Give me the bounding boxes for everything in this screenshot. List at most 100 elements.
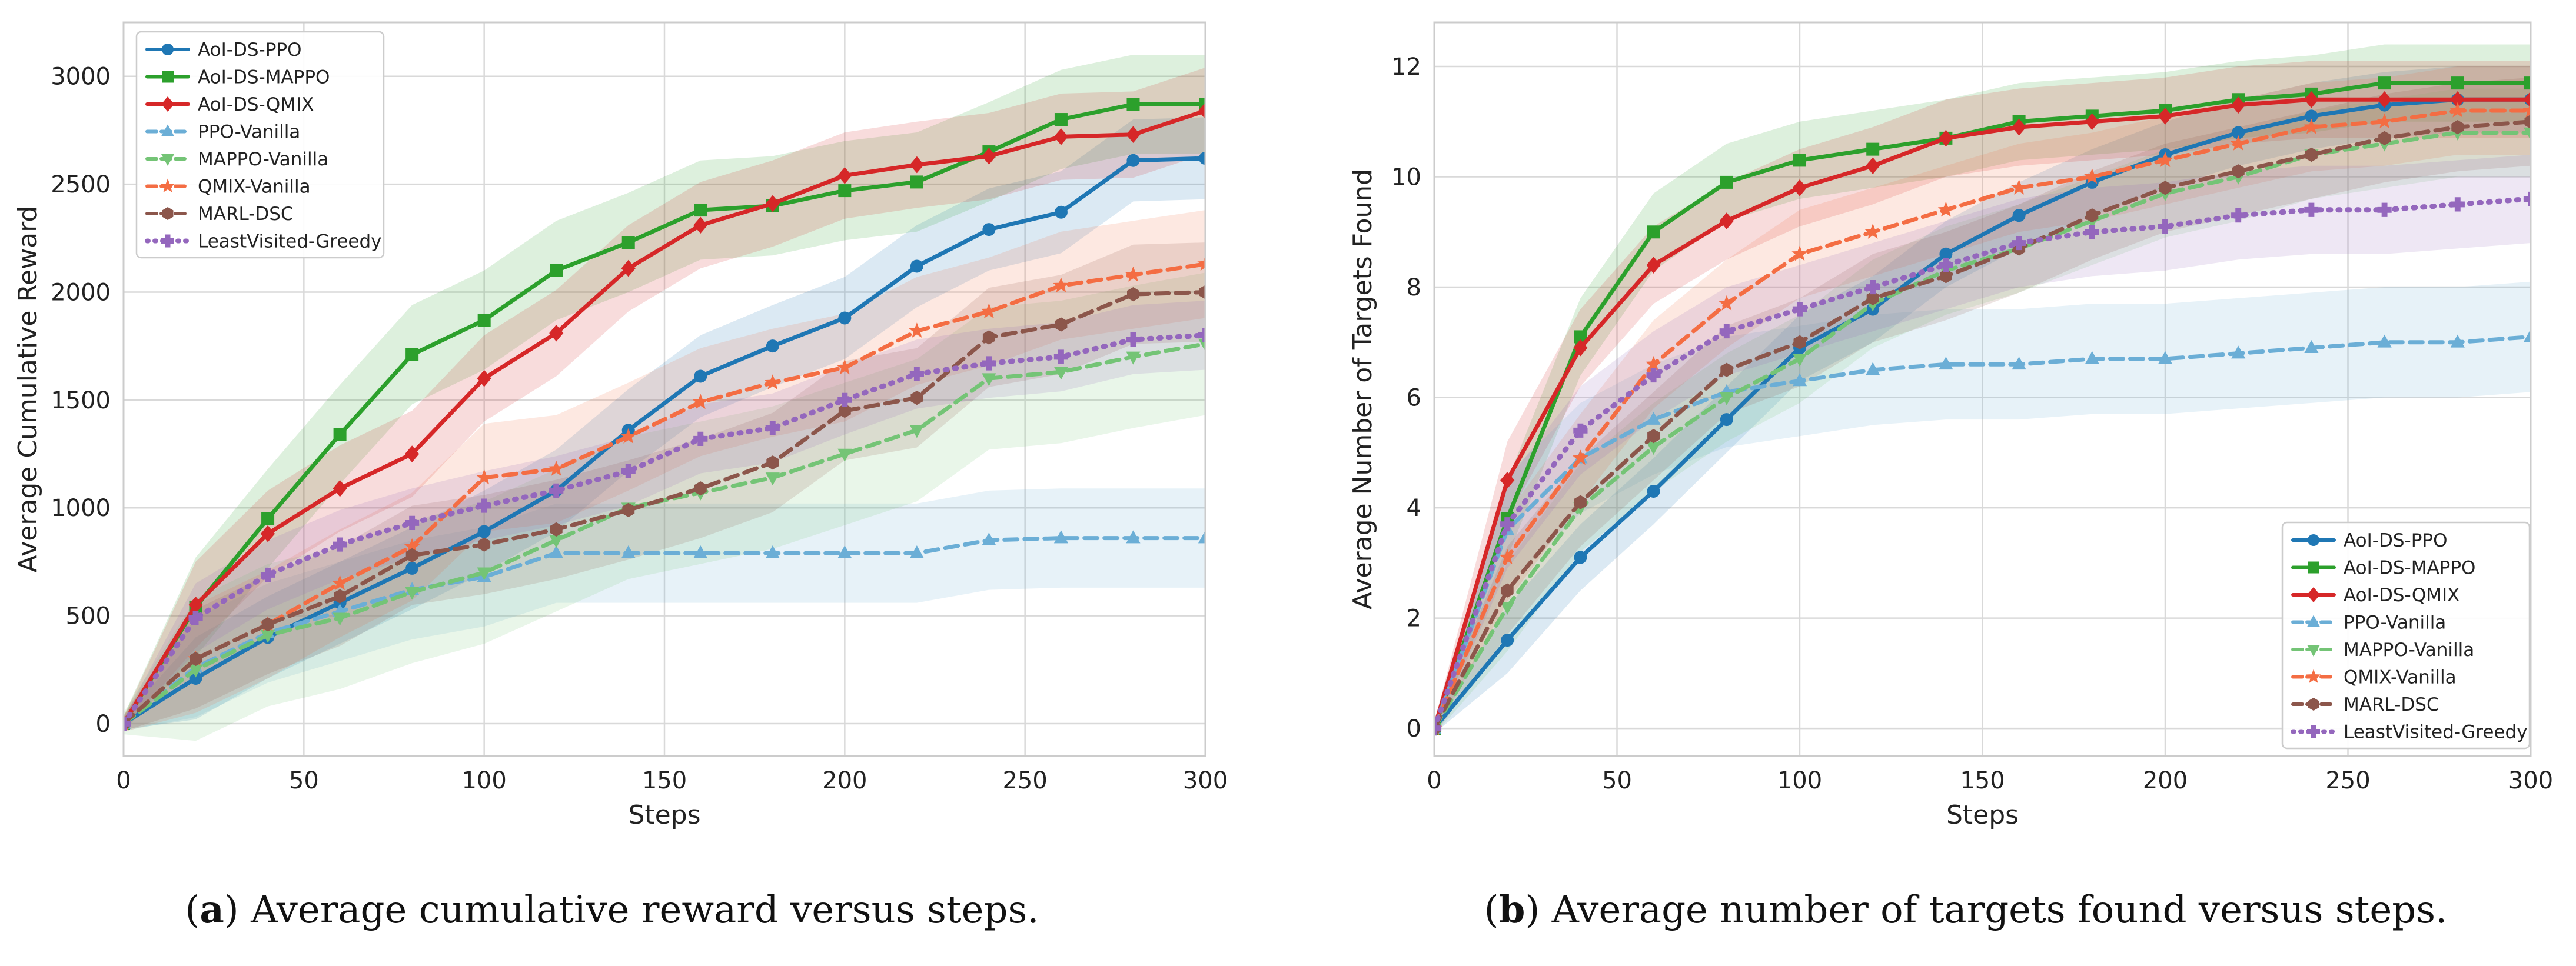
data-point-leastvisited-greedy [2450,197,2465,212]
data-point-aoi-ds-ppo [477,525,491,538]
data-point-aoi-ds-ppo [2232,126,2245,139]
legend-marker [2307,615,2320,627]
data-point-marl-dsc [1199,285,1205,299]
data-point-leastvisited-greedy [1126,332,1141,347]
caption-b-close: ) [1525,888,1551,932]
legend-item-mappo-vanilla: MAPPO-Vanilla [145,149,328,170]
data-point-aoi-ds-ppo [2012,209,2026,222]
data-point-ppo-vanilla [1792,373,1807,387]
data-point-ppo-vanilla [1646,411,1661,425]
data-point-ppo-vanilla [2012,357,2026,370]
data-point-aoi-ds-qmix [837,167,852,184]
data-point-mappo-vanilla [1792,354,1807,367]
legend-item-aoi-ds-mappo: AoI-DS-MAPPO [2291,558,2475,579]
legend-item-qmix-vanilla: QMIX-Vanilla [2291,667,2457,688]
data-point-marl-dsc [478,537,491,552]
data-point-aoi-ds-qmix [2085,113,2099,131]
legend-label: AoI-DS-MAPPO [2344,558,2475,579]
data-point-aoi-ds-qmix [1866,157,1880,175]
data-point-qmix-vanilla [836,359,853,375]
legend-item-aoi-ds-ppo: AoI-DS-PPO [145,39,301,61]
legend-item-aoi-ds-qmix: AoI-DS-QMIX [145,94,314,115]
legend-marker [162,71,174,83]
data-point-aoi-ds-qmix [2304,91,2319,108]
data-point-aoi-ds-mappo [910,175,923,189]
data-point-ppo-vanilla [1053,530,1069,544]
data-point-ppo-vanilla [549,545,564,559]
data-point-ppo-vanilla [2450,334,2465,348]
data-point-qmix-vanilla [2449,102,2466,118]
x-tick-label: 300 [2508,767,2553,794]
data-point-leastvisited-greedy [2012,235,2026,251]
data-point-leastvisited-greedy [405,515,420,530]
legend-frame [2281,521,2531,750]
data-point-aoi-ds-qmix [1126,126,1141,144]
data-point-mappo-vanilla [765,472,780,486]
data-point-leastvisited-greedy [1434,721,1442,736]
legend-marker [161,154,174,166]
data-point-mappo-vanilla [549,535,564,548]
legend-marker [161,234,174,248]
legend-label: MAPPO-Vanilla [2344,639,2474,661]
data-point-leastvisited-greedy [2231,208,2246,223]
legend-marker [2308,561,2319,574]
data-point-aoi-ds-qmix [909,156,924,174]
data-point-aoi-ds-qmix [1053,128,1069,145]
data-point-aoi-ds-ppo [1647,484,1660,498]
x-tick-label: 150 [642,767,687,794]
data-point-leastvisited-greedy [1719,324,1734,339]
data-point-leastvisited-greedy [477,498,491,513]
series-qmix-vanilla [1434,102,2531,735]
y-tick-label: 4 [1407,495,1421,522]
data-point-ppo-vanilla [693,545,708,559]
y-tick-label: 2500 [51,171,111,198]
x-tick-label: 250 [2325,767,2370,794]
y-tick-label: 3000 [51,64,111,91]
data-point-ppo-vanilla [2377,334,2392,348]
data-point-ppo-vanilla [1198,530,1205,544]
legend-marker [160,178,175,192]
legend: AoI-DS-PPO AoI-DS-MAPPO AoI-DS-QMIX PPO-Van… [135,31,385,259]
data-point-leastvisited-greedy [2304,202,2319,217]
data-point-aoi-ds-qmix [1939,129,1953,147]
data-point-leastvisited-greedy [333,537,347,552]
plot-frame [1433,21,2532,757]
x-tick-label: 0 [116,767,131,794]
x-tick-label: 200 [2143,767,2188,794]
data-point-marl-dsc [1127,287,1139,302]
data-point-aoi-ds-qmix [549,324,564,342]
data-point-marl-dsc [766,455,779,470]
data-point-qmix-vanilla [2084,168,2100,184]
data-point-mappo-vanilla [333,612,347,626]
data-point-mappo-vanilla [1719,392,1734,405]
data-point-ppo-vanilla [1939,357,1953,370]
legend-label: QMIX-Vanilla [198,176,311,198]
data-point-qmix-vanilla [1572,449,1588,465]
legend-item-aoi-ds-qmix: AoI-DS-QMIX [2291,585,2459,606]
data-point-qmix-vanilla [620,428,637,444]
data-point-marl-dsc [261,617,274,632]
data-point-aoi-ds-mappo [838,184,852,198]
legend: AoI-DS-PPO AoI-DS-MAPPO AoI-DS-QMIX PPO-Van… [2281,521,2531,750]
data-point-qmix-vanilla [1197,255,1205,271]
data-point-aoi-ds-qmix [333,479,347,497]
y-tick-label: 12 [1391,54,1421,81]
y-tick-label: 1500 [51,387,111,414]
series-aoi-ds-mappo [124,98,1205,730]
data-point-aoi-ds-mappo [2378,76,2391,90]
caption-b-label: b [1499,888,1525,932]
data-point-aoi-ds-mappo [333,428,347,441]
data-point-aoi-ds-mappo [2524,76,2531,90]
data-point-aoi-ds-mappo [694,204,707,217]
chart-reward: 0 50 100 150 200 250 3000500100015002000250030… [13,21,1228,830]
x-axis-label: Steps [1946,800,2019,830]
data-point-aoi-ds-qmix [2231,96,2246,114]
data-point-marl-dsc [405,548,418,562]
series-line-leastvisited-greedy [1434,196,2531,731]
band-mappo-vanilla [124,272,1205,741]
data-point-aoi-ds-ppo [766,339,779,353]
data-point-mappo-vanilla [837,448,852,462]
data-point-marl-dsc [2524,114,2531,129]
x-tick-label: 0 [1427,767,1441,794]
caption-a-close: ) [224,888,251,932]
